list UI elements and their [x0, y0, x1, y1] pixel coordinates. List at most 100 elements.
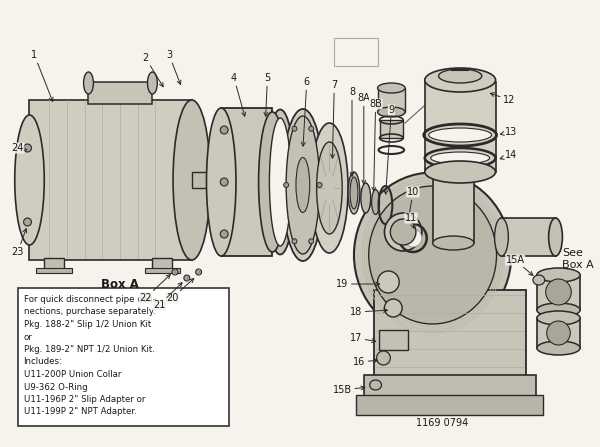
- Ellipse shape: [433, 161, 474, 175]
- Text: 8B: 8B: [369, 99, 382, 191]
- Text: 14: 14: [500, 150, 517, 160]
- Text: U11-199P 2" NPT Adapter.: U11-199P 2" NPT Adapter.: [23, 408, 136, 417]
- Bar: [433, 168, 474, 243]
- Ellipse shape: [494, 218, 508, 256]
- Text: 5: 5: [264, 73, 271, 116]
- Ellipse shape: [439, 69, 482, 83]
- Bar: [537, 275, 580, 310]
- Text: 8A: 8A: [358, 93, 370, 184]
- Ellipse shape: [15, 115, 44, 245]
- Bar: [221, 108, 272, 256]
- Text: 15B: 15B: [332, 385, 365, 395]
- Ellipse shape: [361, 183, 371, 213]
- Text: 8: 8: [349, 87, 355, 176]
- Bar: [152, 258, 172, 270]
- Text: 11: 11: [405, 213, 417, 228]
- Ellipse shape: [537, 311, 580, 325]
- Bar: [88, 82, 152, 104]
- Ellipse shape: [286, 116, 320, 254]
- Bar: [374, 290, 526, 385]
- Ellipse shape: [23, 144, 31, 152]
- Ellipse shape: [377, 271, 399, 293]
- Ellipse shape: [377, 83, 405, 93]
- Text: Box A: Box A: [562, 260, 594, 270]
- Text: 15A: 15A: [506, 255, 533, 275]
- Ellipse shape: [537, 303, 580, 317]
- Ellipse shape: [148, 72, 157, 94]
- Text: or: or: [23, 333, 32, 342]
- Ellipse shape: [377, 351, 391, 365]
- Bar: [17, 288, 229, 426]
- Text: 7: 7: [331, 80, 337, 158]
- Ellipse shape: [404, 229, 422, 247]
- Ellipse shape: [385, 213, 422, 251]
- Bar: [192, 172, 221, 188]
- Ellipse shape: [311, 123, 348, 253]
- Ellipse shape: [282, 109, 323, 261]
- Ellipse shape: [184, 275, 190, 281]
- Ellipse shape: [196, 269, 202, 275]
- Ellipse shape: [265, 110, 295, 254]
- Text: U11-196P 2" Slip Adapter or: U11-196P 2" Slip Adapter or: [23, 395, 145, 404]
- Text: 17: 17: [350, 333, 376, 343]
- Text: 18: 18: [350, 307, 388, 317]
- Text: U11-200P Union Collar: U11-200P Union Collar: [23, 370, 121, 379]
- Text: For quick disconnect pipe con-: For quick disconnect pipe con-: [23, 295, 155, 304]
- Text: 16: 16: [353, 357, 377, 367]
- Ellipse shape: [431, 152, 490, 164]
- Ellipse shape: [220, 126, 228, 134]
- Text: 19: 19: [336, 279, 380, 289]
- Bar: [502, 218, 556, 256]
- Ellipse shape: [172, 269, 178, 275]
- Ellipse shape: [370, 380, 382, 390]
- Text: 2: 2: [142, 53, 163, 87]
- Bar: [537, 318, 580, 348]
- Ellipse shape: [309, 239, 314, 244]
- Ellipse shape: [292, 126, 297, 131]
- Bar: [37, 268, 72, 273]
- Bar: [29, 100, 192, 260]
- Ellipse shape: [206, 108, 236, 256]
- Bar: [334, 38, 377, 66]
- Ellipse shape: [548, 218, 562, 256]
- Text: 24: 24: [11, 143, 27, 153]
- Ellipse shape: [296, 157, 310, 212]
- Bar: [145, 268, 180, 273]
- Ellipse shape: [546, 279, 571, 305]
- Ellipse shape: [391, 219, 416, 245]
- Bar: [379, 330, 408, 350]
- Ellipse shape: [533, 275, 545, 285]
- Text: 13: 13: [500, 127, 517, 137]
- Ellipse shape: [354, 173, 511, 337]
- Ellipse shape: [292, 239, 297, 244]
- Ellipse shape: [371, 190, 380, 215]
- Text: 9: 9: [384, 105, 394, 194]
- Ellipse shape: [220, 230, 228, 238]
- Ellipse shape: [317, 182, 322, 187]
- Bar: [364, 375, 536, 403]
- Text: 21: 21: [153, 283, 182, 310]
- Text: Box A: Box A: [101, 278, 139, 291]
- Bar: [377, 88, 405, 112]
- Text: 20: 20: [166, 278, 194, 303]
- Bar: [380, 120, 403, 138]
- Text: See: See: [562, 248, 583, 258]
- Ellipse shape: [377, 107, 405, 117]
- Ellipse shape: [220, 178, 228, 186]
- Ellipse shape: [369, 186, 497, 324]
- Ellipse shape: [547, 321, 570, 345]
- Ellipse shape: [83, 72, 94, 94]
- Bar: [425, 82, 496, 172]
- Ellipse shape: [433, 236, 474, 250]
- Text: Pkg. 188-2" Slip 1/2 Union Kit: Pkg. 188-2" Slip 1/2 Union Kit: [23, 320, 151, 329]
- Ellipse shape: [309, 126, 314, 131]
- Text: Box A: Box A: [340, 52, 372, 62]
- Text: 10: 10: [407, 187, 419, 218]
- Ellipse shape: [350, 177, 358, 209]
- Ellipse shape: [23, 218, 31, 226]
- Bar: [356, 395, 543, 415]
- Ellipse shape: [385, 299, 402, 317]
- Text: U9-362 O-Ring: U9-362 O-Ring: [23, 383, 87, 392]
- Text: nections, purchase separately:: nections, purchase separately:: [23, 308, 156, 316]
- Text: 23: 23: [11, 228, 27, 257]
